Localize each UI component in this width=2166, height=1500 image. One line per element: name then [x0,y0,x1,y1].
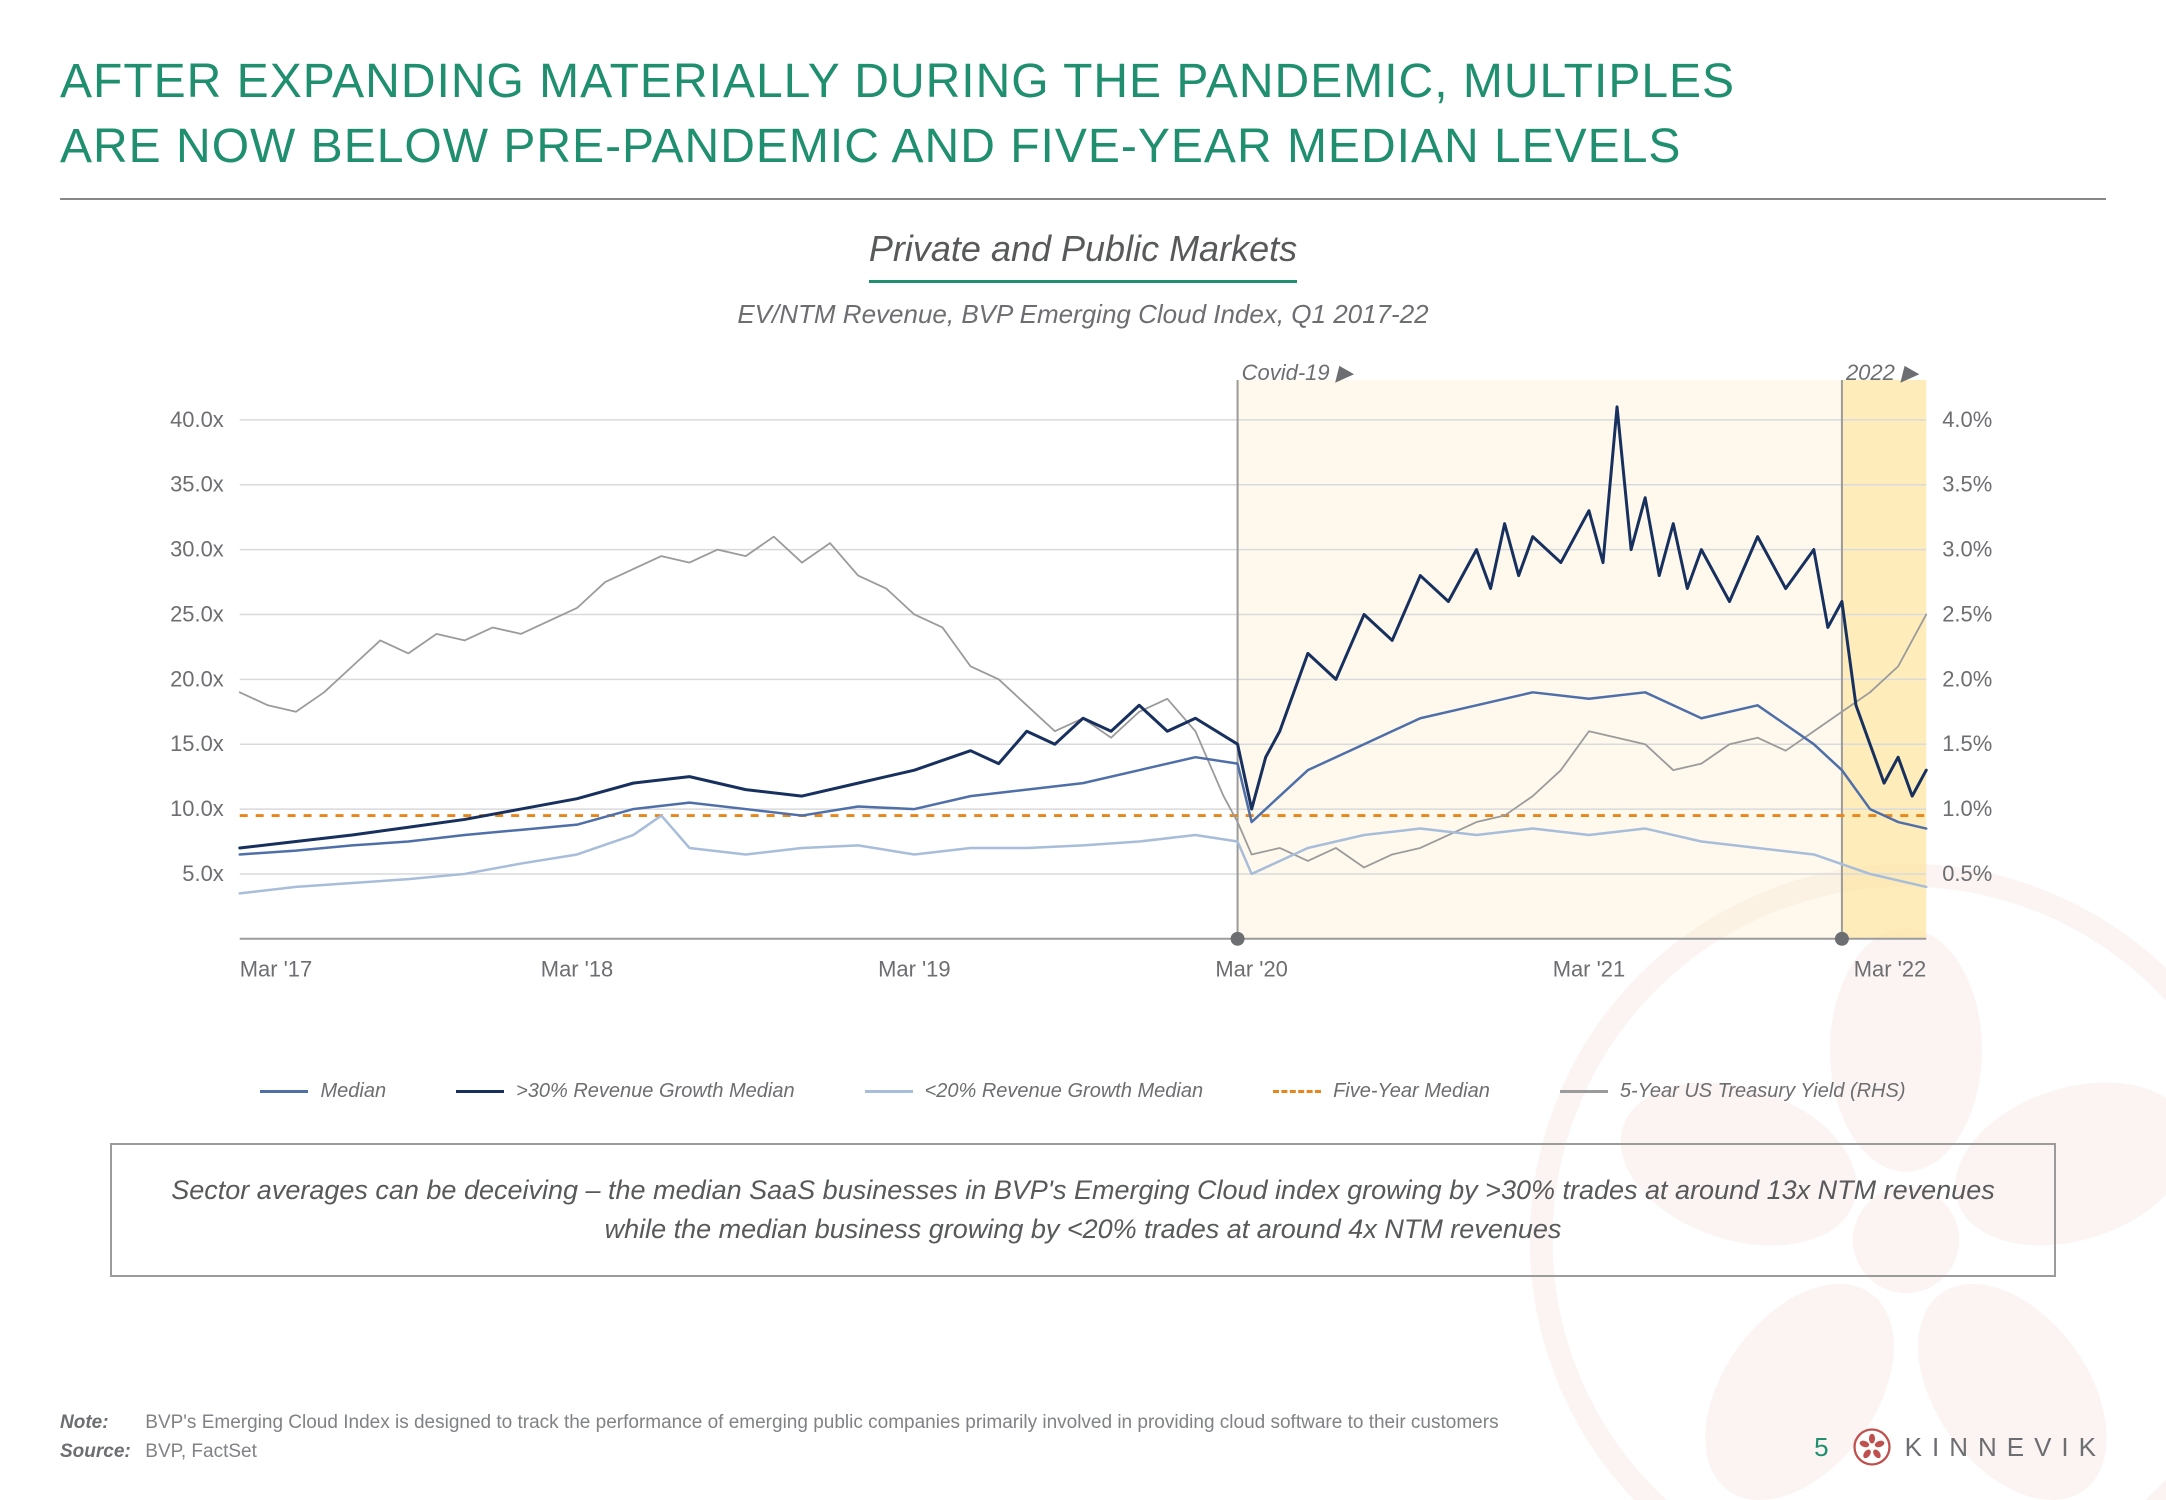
svg-text:10.0x: 10.0x [170,796,224,821]
chart-header: Private and Public Markets EV/NTM Revenu… [60,228,2106,330]
legend-label: <20% Revenue Growth Median [925,1080,1204,1103]
svg-text:25.0x: 25.0x [170,601,224,626]
legend-swatch [456,1090,504,1093]
title-line-2: ARE NOW BELOW PRE-PANDEMIC AND FIVE-YEAR… [60,120,1681,173]
svg-text:4.0%: 4.0% [1942,406,1992,431]
legend-label: 5-Year US Treasury Yield (RHS) [1620,1080,1906,1103]
chart-title: Private and Public Markets [869,228,1297,283]
legend-label: Five-Year Median [1333,1080,1490,1103]
svg-text:Mar '22: Mar '22 [1854,956,1926,981]
svg-text:20.0x: 20.0x [170,666,224,691]
title-rule [60,198,2106,200]
footnotes: Note: BVP's Emerging Cloud Index is desi… [60,1409,1499,1466]
legend-item: >30% Revenue Growth Median [456,1080,795,1103]
svg-text:3.5%: 3.5% [1942,471,1992,496]
legend-swatch [260,1090,308,1093]
slide-title: AFTER EXPANDING MATERIALLY DURING THE PA… [60,50,2106,180]
svg-text:Mar '18: Mar '18 [541,956,613,981]
svg-text:15.0x: 15.0x [170,731,224,756]
legend-item: 5-Year US Treasury Yield (RHS) [1560,1080,1906,1103]
chart-subtitle: EV/NTM Revenue, BVP Emerging Cloud Index… [60,299,2106,330]
legend-swatch [1560,1090,1608,1093]
title-line-1: AFTER EXPANDING MATERIALLY DURING THE PA… [60,55,1735,108]
svg-text:3.0%: 3.0% [1942,536,1992,561]
svg-text:35.0x: 35.0x [170,471,224,496]
svg-text:5.0x: 5.0x [182,861,223,886]
svg-text:40.0x: 40.0x [170,406,224,431]
page-number: 5 [1814,1432,1828,1463]
line-chart: 5.0x 10.0x 15.0x 20.0x 25.0x 30.0x 35.0x 40.0x 0… [110,360,2056,1020]
legend-swatch [865,1090,913,1093]
callout-box: Sector averages can be deceiving – the m… [110,1143,2056,1277]
svg-text:Mar '20: Mar '20 [1215,956,1287,981]
svg-text:2.5%: 2.5% [1942,601,1992,626]
slide: AFTER EXPANDING MATERIALLY DURING THE PA… [0,0,2166,1500]
brand-icon [1853,1428,1891,1466]
svg-text:0.5%: 0.5% [1942,861,1992,886]
legend-item: <20% Revenue Growth Median [865,1080,1204,1103]
svg-text:Mar '19: Mar '19 [878,956,950,981]
chart-legend: Median >30% Revenue Growth Median <20% Rev… [60,1080,2106,1103]
svg-text:1.0%: 1.0% [1942,796,1992,821]
legend-item: Five-Year Median [1273,1080,1490,1103]
note-text: BVP's Emerging Cloud Index is designed t… [145,1412,1498,1433]
legend-swatch [1273,1090,1321,1093]
svg-text:30.0x: 30.0x [170,536,224,561]
brand-logo: KINNEVIK [1853,1428,2106,1466]
note-label: Note: [60,1409,140,1438]
brand-text: KINNEVIK [1905,1432,2106,1463]
svg-text:2.0%: 2.0% [1942,666,1992,691]
year-2022-annotation: 2022 ▶ [1846,360,1918,386]
legend-label: Median [320,1080,386,1103]
covid-annotation: Covid-19 ▶ [1242,360,1353,386]
source-text: BVP, FactSet [145,1441,257,1462]
legend-label: >30% Revenue Growth Median [516,1080,795,1103]
svg-text:Mar '17: Mar '17 [240,956,312,981]
svg-text:1.5%: 1.5% [1942,731,1992,756]
source-label: Source: [60,1438,140,1467]
svg-text:Mar '21: Mar '21 [1553,956,1625,981]
slide-footer: Note: BVP's Emerging Cloud Index is desi… [60,1409,2106,1466]
legend-item: Median [260,1080,386,1103]
